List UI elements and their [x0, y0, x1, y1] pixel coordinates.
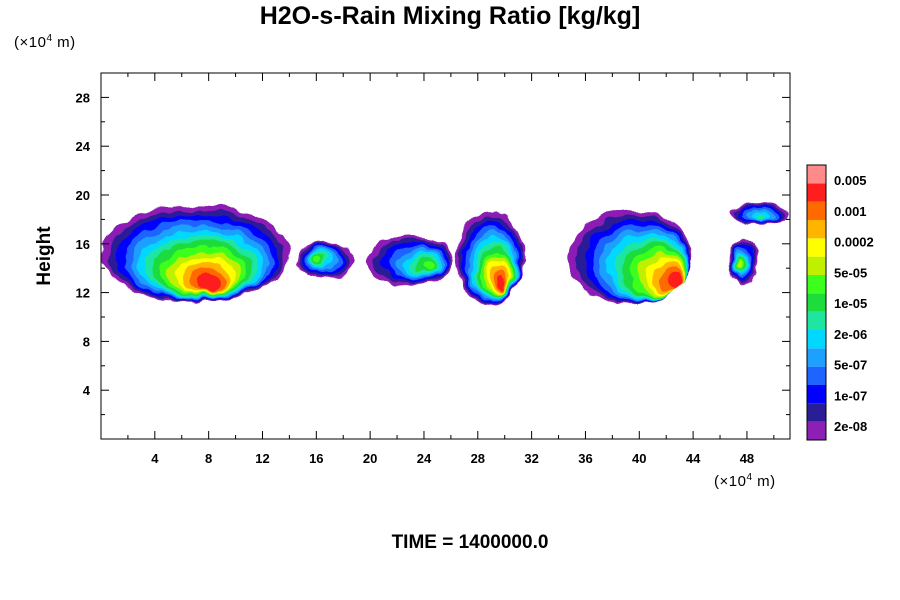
x-tick-label: 8 [205, 451, 212, 466]
colorbar-label: 1e-05 [834, 296, 867, 311]
colorbar-swatch [807, 293, 826, 312]
x-tick-label: 24 [417, 451, 432, 466]
colorbar-swatch [807, 366, 826, 385]
y-tick-label: 20 [76, 188, 90, 203]
colorbar: 0.005 0.001 0.0002 5e-05 1e-05 2e-06 5e-07 1e-0… [806, 164, 874, 441]
x-axis: 4 8 12 16 20 24 28 32 36 40 44 48 [127, 73, 775, 466]
colorbar-frame [806, 164, 827, 441]
contour-band [496, 275, 505, 293]
x-tick-label: 40 [632, 451, 646, 466]
x-tick-label: 44 [686, 451, 701, 466]
contour-band [423, 260, 436, 271]
colorbar-swatch [807, 421, 826, 440]
rain-feature [367, 236, 454, 286]
x-tick-label: 12 [255, 451, 269, 466]
chart-title: H2O-s-Rain Mixing Ratio [kg/kg] [259, 2, 641, 30]
y-tick-label: 28 [76, 90, 90, 105]
time-stamp: TIME = 1400000.0 [391, 532, 549, 553]
colorbar-swatch [807, 220, 826, 239]
colorbar-swatch [807, 348, 826, 367]
y-axis-label: Height [34, 226, 55, 286]
x-unit-exponent: 4 [746, 472, 753, 483]
rain-feature [569, 209, 694, 305]
colorbar-swatch [807, 165, 826, 184]
colorbar-swatch [807, 275, 826, 294]
colorbar-label: 0.005 [834, 173, 867, 188]
x-tick-label: 36 [578, 451, 592, 466]
rain-feature [456, 212, 524, 305]
colorbar-label: 0.001 [834, 204, 867, 219]
colorbar-swatch [807, 183, 826, 202]
y-axis-unit: (×104 m) [14, 33, 76, 51]
rain-feature [730, 203, 790, 225]
y-unit-suffix: m) [52, 34, 76, 51]
field-layer [101, 203, 790, 305]
contour-band [755, 214, 766, 220]
y-tick-label: 8 [83, 334, 90, 349]
x-tick-label: 16 [309, 451, 323, 466]
colorbar-label: 5e-07 [834, 358, 867, 373]
contour-band [196, 272, 220, 291]
x-axis-unit: (×104 m) [714, 472, 776, 490]
y-unit-prefix: (×10 [14, 34, 47, 51]
x-unit-prefix: (×10 [714, 473, 747, 490]
colorbar-label: 0.0002 [834, 235, 874, 250]
x-tick-label: 48 [740, 451, 754, 466]
colorbar-swatch [807, 403, 826, 422]
colorbar-label: 2e-08 [834, 419, 867, 434]
contour-band [737, 260, 742, 271]
y-unit-exponent: 4 [46, 33, 53, 44]
colorbar-swatch [807, 311, 826, 330]
x-unit-suffix: m) [752, 473, 776, 490]
y-tick-label: 4 [83, 383, 91, 398]
y-axis: 4 8 12 16 20 24 28 [76, 72, 790, 416]
y-tick-label: 16 [76, 237, 90, 252]
x-tick-label: 20 [363, 451, 377, 466]
colorbar-label: 1e-07 [834, 388, 867, 403]
colorbar-label: 5e-05 [834, 265, 867, 280]
y-tick-label: 12 [76, 286, 90, 301]
x-tick-label: 28 [471, 451, 485, 466]
y-tick-label: 24 [76, 139, 91, 154]
rain-feature [728, 237, 758, 286]
colorbar-label: 2e-06 [834, 327, 867, 342]
x-tick-label: 4 [151, 451, 159, 466]
contour-band [312, 254, 322, 263]
rain-feature [101, 204, 290, 303]
rain-feature [296, 241, 354, 278]
colorbar-swatch [807, 385, 826, 404]
colorbar-swatch [807, 201, 826, 220]
colorbar-swatch [807, 238, 826, 257]
plot-frame [100, 72, 791, 440]
colorbar-swatch [807, 330, 826, 349]
contour-band [667, 272, 683, 291]
colorbar-swatch [807, 256, 826, 275]
x-tick-label: 32 [524, 451, 538, 466]
